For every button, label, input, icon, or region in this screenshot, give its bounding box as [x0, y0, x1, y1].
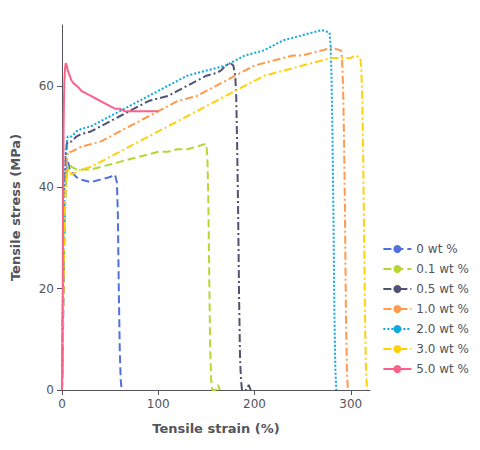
svg-text:Tensile stress (MPa): Tensile stress (MPa) [8, 134, 23, 281]
svg-text:40: 40 [39, 180, 54, 194]
svg-text:0: 0 [58, 397, 66, 411]
svg-text:100: 100 [147, 397, 170, 411]
svg-text:200: 200 [243, 397, 266, 411]
svg-text:0 wt %: 0 wt % [416, 242, 457, 256]
svg-text:5.0 wt %: 5.0 wt % [416, 362, 469, 376]
svg-text:Tensile strain (%): Tensile strain (%) [152, 421, 280, 436]
svg-text:0.1 wt %: 0.1 wt % [416, 262, 469, 276]
svg-text:20: 20 [39, 282, 54, 296]
svg-text:3.0 wt %: 3.0 wt % [416, 342, 469, 356]
svg-text:0.5 wt %: 0.5 wt % [416, 282, 469, 296]
svg-text:300: 300 [339, 397, 362, 411]
svg-text:60: 60 [39, 79, 54, 93]
svg-text:1.0 wt %: 1.0 wt % [416, 302, 469, 316]
svg-text:2.0 wt %: 2.0 wt % [416, 322, 469, 336]
svg-text:0: 0 [46, 383, 54, 397]
